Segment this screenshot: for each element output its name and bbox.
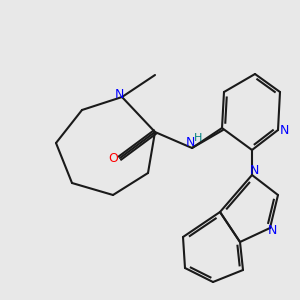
Text: H: H	[194, 133, 202, 143]
Text: N: N	[279, 124, 289, 136]
Text: N: N	[249, 164, 259, 176]
Text: N: N	[185, 136, 195, 149]
Text: N: N	[267, 224, 277, 238]
Text: O: O	[108, 152, 118, 164]
Text: N: N	[114, 88, 124, 101]
